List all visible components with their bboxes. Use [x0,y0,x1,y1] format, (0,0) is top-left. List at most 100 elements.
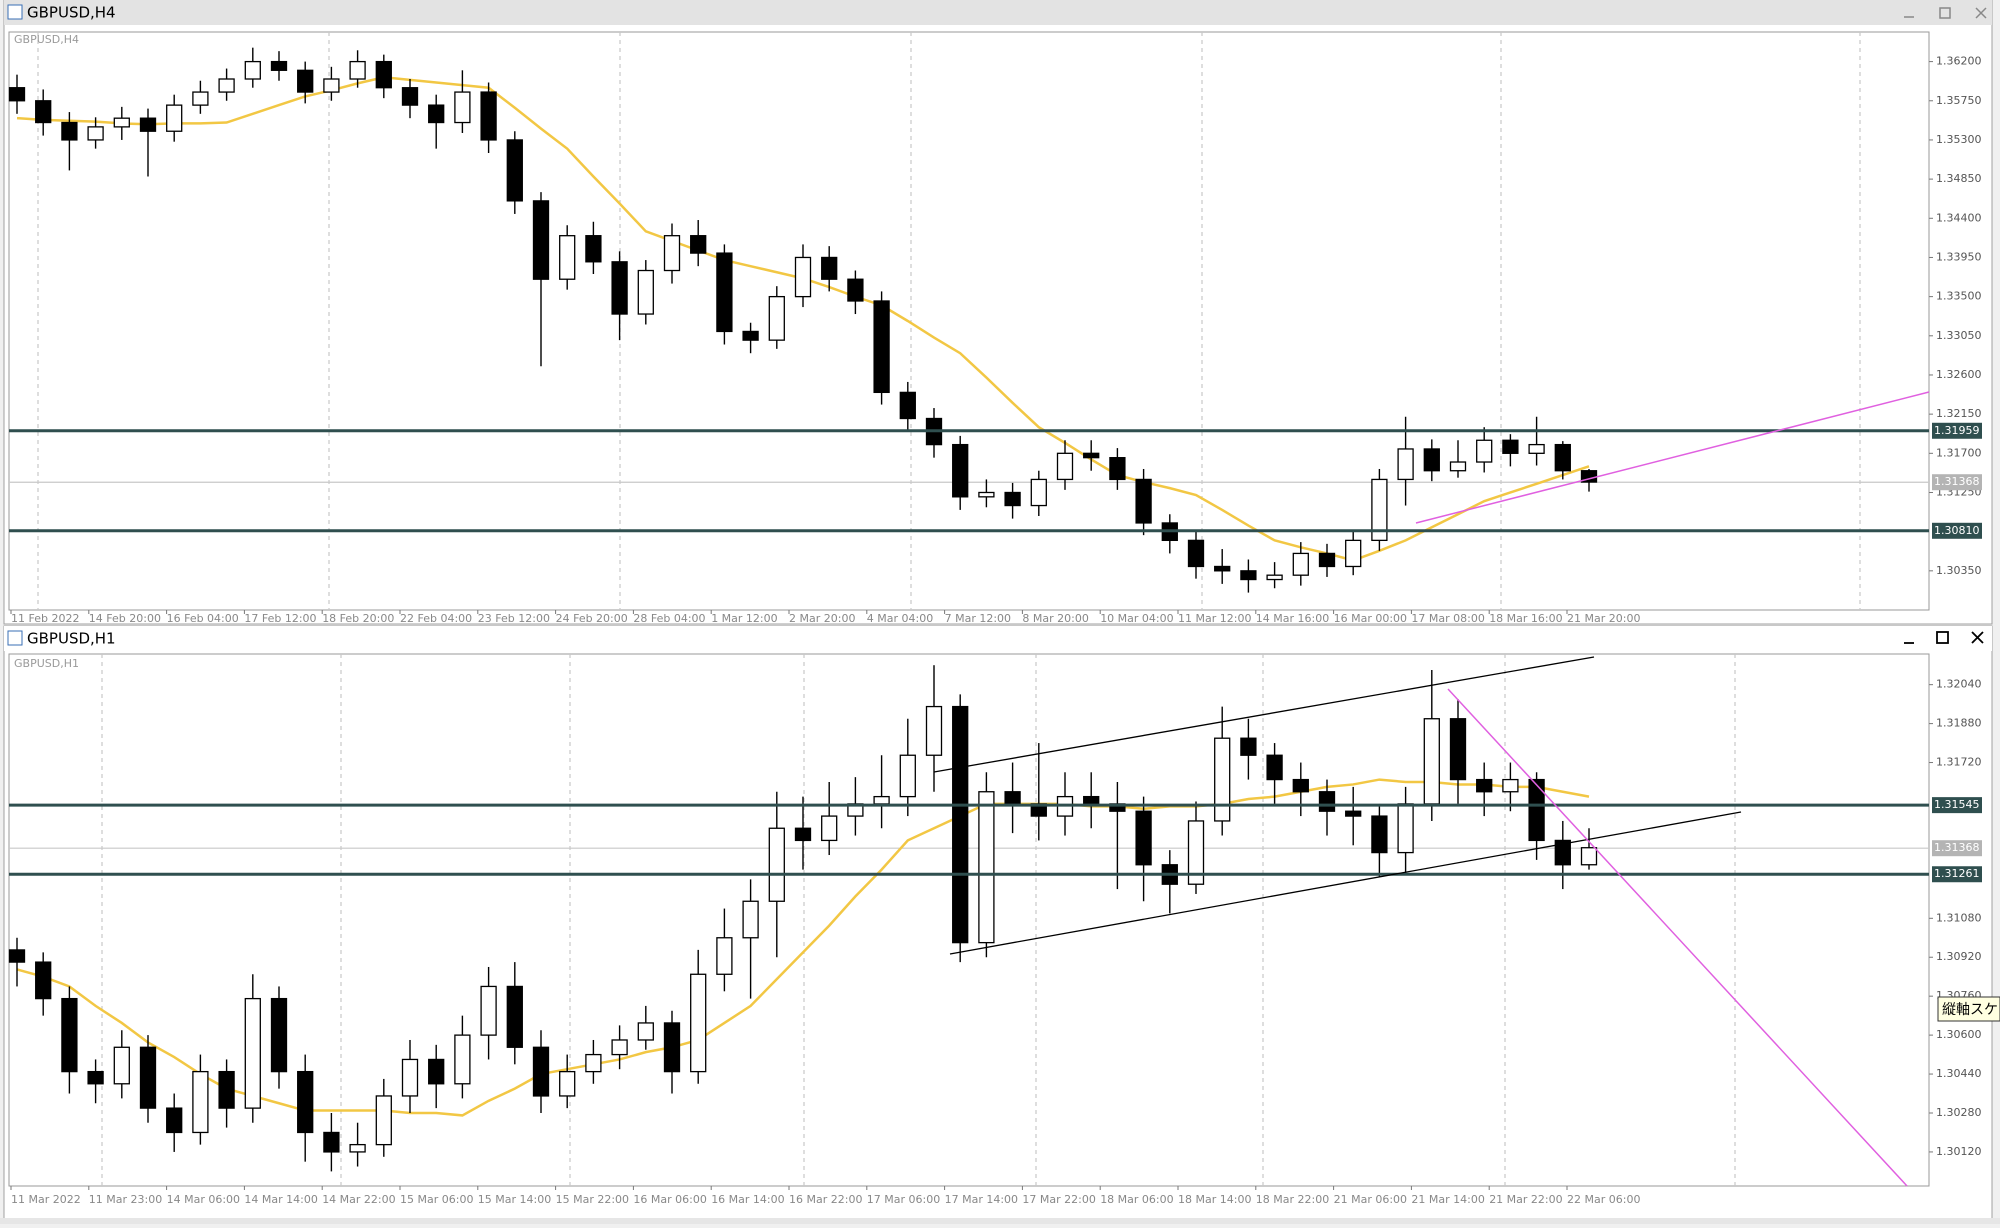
chart-label: GBPUSD,H4 [14,33,79,46]
candle-body [1345,539,1362,568]
x-tick-label: 18 Mar 06:00 [1100,1193,1173,1206]
x-tick-label: 16 Mar 14:00 [711,1193,784,1206]
candle-body [218,1070,235,1109]
channel-upper [933,656,1595,773]
period-separators [101,654,1736,1186]
y-tick-label: 1.33950 [1936,250,1982,263]
x-tick-label: 21 Mar 22:00 [1489,1193,1562,1206]
candle-body [506,985,523,1048]
x-tick-label: 14 Mar 16:00 [1256,612,1329,625]
channel-lower [949,811,1742,955]
close-button[interactable] [1975,7,1987,19]
x-tick-label: 21 Mar 14:00 [1411,1193,1484,1206]
candle-body [663,1022,681,1073]
y-tick-label: 1.34850 [1936,172,1982,185]
candle-body [742,330,759,341]
x-tick-label: 17 Mar 08:00 [1411,612,1484,625]
window-buttons [1904,631,1984,644]
candle-body [35,100,52,124]
candle-body [1528,443,1545,454]
x-tick-label: 16 Mar 00:00 [1334,612,1407,625]
maximize-button[interactable] [1936,631,1949,644]
candle-body [978,791,995,944]
candle-body [532,1046,550,1097]
x-tick-label: 15 Mar 06:00 [400,1193,473,1206]
tooltip: 縦軸スケ [1937,996,2000,1022]
x-tick-label: 14 Mar 14:00 [244,1193,317,1206]
y-tick-label: 1.33050 [1936,329,1982,342]
candle-body [323,1131,340,1153]
candle-body [1109,457,1126,481]
candle-body [873,795,890,805]
level-label-box [1932,422,1982,439]
candle-body [1397,803,1414,854]
candle-body [873,300,890,394]
x-tick-label: 18 Mar 16:00 [1489,612,1562,625]
y-tick-label: 1.31720 [1936,756,1982,769]
candle-body [1214,565,1231,572]
window-buttons [1904,7,1987,19]
y-tick-label: 1.31880 [1936,717,1982,730]
candle-body [559,235,576,280]
level-label-box [1932,797,1982,814]
candle-body [1528,778,1545,842]
candle-body [297,69,314,93]
y-tick-label: 1.36200 [1936,55,1982,68]
candle-body [1476,778,1493,793]
y-tick-label: 1.31080 [1936,911,1982,924]
candle-body [323,78,340,93]
candle-body [794,827,812,842]
candle-body [8,949,26,963]
candle-body [952,705,969,944]
x-tick-label: 22 Feb 04:00 [400,612,472,625]
title-bar[interactable] [4,0,1992,25]
candle-body [1266,754,1283,781]
candle-body [1397,448,1414,481]
candle-body [1318,552,1336,568]
candle-body [716,252,733,333]
candle-body [1580,847,1598,866]
plot-area [8,653,1930,1187]
candle-body [952,443,969,498]
candle-body [1476,439,1493,463]
x-tick-label: 21 Mar 06:00 [1334,1193,1407,1206]
y-tick-label: 1.30440 [1936,1067,1982,1080]
candle-body [716,937,733,975]
current-price-box [1932,840,1982,857]
candle-body [1240,570,1257,581]
candle-body [270,997,288,1073]
y-tick-label: 1.30120 [1936,1145,1982,1158]
candle-body [61,121,78,141]
window-title: GBPUSD,H1 [27,630,116,648]
close-button[interactable] [1971,631,1984,644]
window-title: GBPUSD,H4 [27,4,116,22]
candle-body [1292,552,1309,576]
candle-body [794,256,812,298]
candle-body [87,1070,104,1085]
maximize-button[interactable] [1939,7,1951,19]
y-tick-label: 1.35300 [1936,133,1982,146]
candle-body [1502,439,1519,454]
candle-body [244,997,261,1109]
title-bar[interactable] [4,626,1992,651]
candle-body [690,235,707,254]
candle-body [349,60,366,80]
x-tick-label: 11 Feb 2022 [11,612,79,625]
window-icon [7,4,23,20]
candle-body [768,295,785,341]
candle-body [375,60,392,89]
x-tick-label: 18 Mar 14:00 [1178,1193,1251,1206]
candle-body [139,117,157,132]
candle-body [1083,452,1100,459]
candle-body [218,78,235,93]
y-tick-label: 1.30600 [1936,1028,1982,1041]
candle-body [139,1046,157,1109]
y-tick-label: 1.34400 [1936,211,1982,224]
candle-body [192,91,209,106]
x-tick-label: 16 Feb 04:00 [167,612,239,625]
candle-body [454,91,471,124]
level-label: 1.30810 [1934,524,1980,537]
candle-body [978,491,995,498]
